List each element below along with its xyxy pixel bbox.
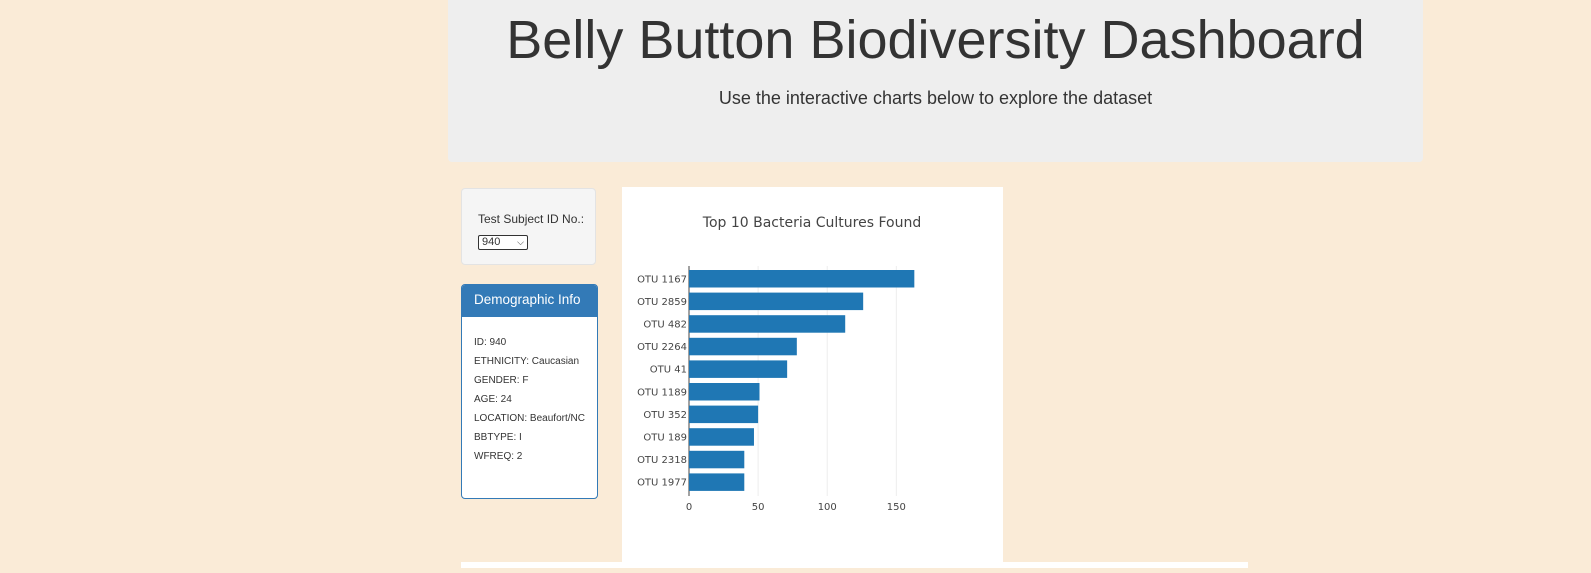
y-tick-label: OTU 1977 (637, 478, 687, 489)
subject-id-select[interactable]: 940 ⌵ (478, 235, 528, 250)
demographic-panel-heading: Demographic Info (462, 285, 597, 317)
demographic-row: BBTYPE: I (474, 432, 522, 443)
subject-selector-well: Test Subject ID No.: 940 ⌵ (461, 188, 596, 265)
x-tick-label: 50 (752, 502, 765, 513)
y-tick-label: OTU 1167 (637, 274, 687, 285)
bar[interactable] (689, 383, 760, 401)
bar[interactable] (689, 360, 788, 378)
y-tick-label: OTU 1189 (637, 387, 687, 398)
x-tick-label: 100 (818, 502, 837, 513)
demographic-row: AGE: 24 (474, 394, 512, 405)
x-tick-label: 0 (686, 502, 692, 513)
bar[interactable] (689, 405, 759, 424)
y-tick-label: OTU 2859 (637, 297, 687, 308)
bar-chart-card: Top 10 Bacteria Cultures Found 0 50 100 150… (622, 187, 1003, 568)
demographic-panel-body: ID: 940 ETHNICITY: Caucasian GENDER: F AGE:… (474, 337, 589, 470)
demographic-row: GENDER: F (474, 375, 529, 386)
y-tick-label: OTU 482 (643, 319, 687, 330)
y-tick-label: OTU 189 (643, 432, 687, 443)
bar[interactable] (689, 270, 915, 288)
demographic-row: WFREQ: 2 (474, 451, 523, 462)
bar[interactable] (689, 337, 797, 356)
chevron-down-icon: ⌵ (517, 237, 524, 247)
bar-chart: Top 10 Bacteria Cultures Found 0 50 100 150… (637, 215, 921, 513)
chart-title: Top 10 Bacteria Cultures Found (702, 215, 921, 231)
y-tick-label: OTU 2264 (637, 342, 687, 353)
x-tick-label: 150 (887, 502, 906, 513)
demographic-row: ETHNICITY: Caucasian (474, 356, 580, 367)
y-tick-label: OTU 352 (643, 410, 687, 421)
bar[interactable] (689, 428, 754, 446)
bar[interactable] (689, 450, 745, 469)
subject-id-select-value: 940 (482, 236, 501, 248)
y-tick-label: OTU 2318 (637, 455, 687, 466)
demographic-row: ID: 940 (474, 337, 507, 348)
page-title: Belly Button Biodiversity Dashboard (506, 10, 1365, 70)
page-subtitle: Use the interactive charts below to expl… (718, 88, 1153, 108)
bar[interactable] (689, 292, 864, 311)
bar[interactable] (689, 473, 745, 491)
demographic-panel: Demographic Info ID: 940 ETHNICITY: Cauca… (461, 284, 598, 499)
bar[interactable] (689, 315, 846, 333)
demographic-row: LOCATION: Beaufort/NC (474, 413, 585, 424)
subject-select-label: Test Subject ID No.: (478, 212, 585, 226)
header-jumbotron: Belly Button Biodiversity Dashboard Use … (448, 0, 1423, 162)
next-section-edge (461, 562, 1248, 568)
y-tick-label: OTU 41 (650, 365, 687, 376)
